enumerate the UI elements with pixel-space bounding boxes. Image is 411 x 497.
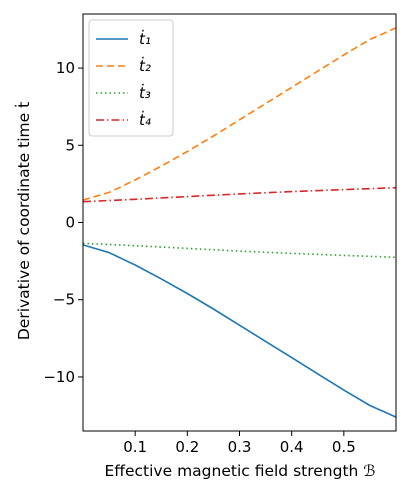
x-axis-label: Effective magnetic field strength ℬ	[105, 462, 376, 480]
legend-label: ṫ₁	[139, 29, 151, 48]
x-axis-ticks: 0.1 0.2 0.3 0.4 0.5	[123, 431, 356, 456]
x-tick-label: 0.3	[228, 438, 252, 456]
legend-label: ṫ₃	[139, 83, 151, 102]
x-tick-label: 0.1	[123, 438, 147, 456]
plot-lines	[82, 27, 397, 418]
series-line-3	[82, 242, 397, 259]
y-tick-label: −5	[53, 291, 75, 309]
series-line-1	[82, 244, 397, 418]
legend: ṫ₁ ṫ₂ ṫ₃ ṫ₄	[88, 19, 174, 137]
legend-box	[88, 19, 174, 137]
legend-label: ṫ₄	[139, 110, 151, 129]
plot-frame	[82, 13, 397, 432]
x-tick-label: 0.5	[332, 438, 356, 456]
x-tick-label: 0.4	[280, 438, 304, 456]
y-tick-label: 5	[65, 136, 75, 154]
y-tick-label: 0	[65, 214, 75, 232]
y-tick-label: 10	[56, 59, 75, 77]
x-tick-label: 0.2	[175, 438, 199, 456]
series-line-2	[82, 27, 397, 201]
y-tick-label: −10	[43, 368, 75, 386]
y-axis-label: Derivative of coordinate time ṫ	[14, 102, 33, 340]
legend-label: ṫ₂	[139, 56, 151, 75]
series-line-4	[82, 186, 397, 203]
y-axis-ticks: −10 −5 0 5 10	[43, 59, 83, 386]
